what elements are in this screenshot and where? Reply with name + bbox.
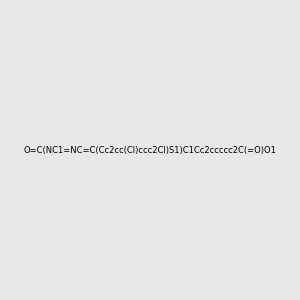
Text: O=C(NC1=NC=C(Cc2cc(Cl)ccc2Cl)S1)C1Cc2ccccc2C(=O)O1: O=C(NC1=NC=C(Cc2cc(Cl)ccc2Cl)S1)C1Cc2ccc…: [24, 146, 276, 154]
